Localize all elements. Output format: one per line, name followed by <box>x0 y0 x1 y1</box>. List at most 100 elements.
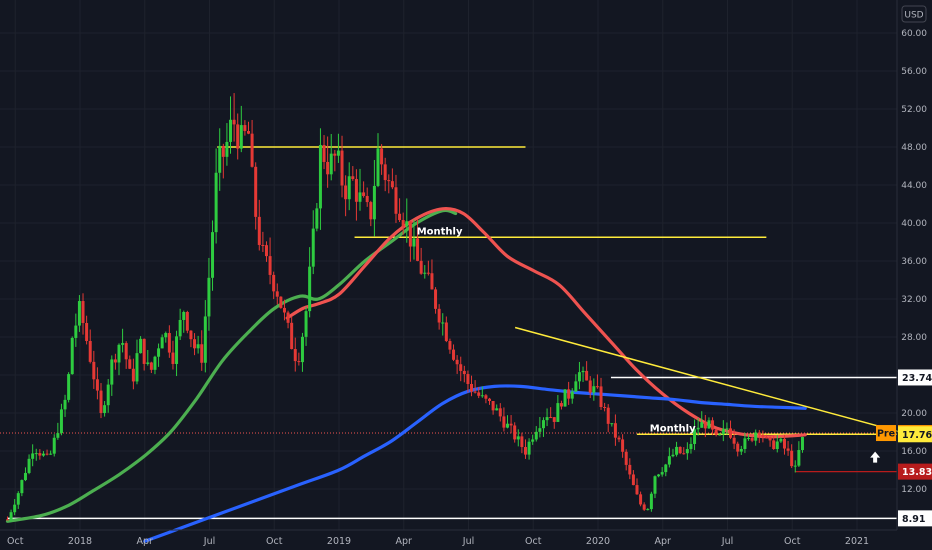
candle-body <box>441 322 445 324</box>
candle-body <box>157 348 161 357</box>
candle-body <box>649 493 653 510</box>
currency-button[interactable]: USD <box>901 5 927 23</box>
price-tag-label: Pre <box>877 429 895 440</box>
candle-body <box>77 301 81 326</box>
candle-body <box>387 180 391 182</box>
candle-body <box>236 124 240 149</box>
candle-body <box>282 307 286 313</box>
candle-body <box>585 370 589 381</box>
candle-body <box>437 308 441 323</box>
candle-body <box>610 423 614 425</box>
candle-body <box>246 131 250 134</box>
candle-body <box>750 438 754 441</box>
candle-body <box>491 400 495 411</box>
candle-body <box>146 362 150 364</box>
price-tag-bg <box>898 463 932 480</box>
candle-body <box>452 349 456 360</box>
x-tick-label: 2018 <box>68 536 92 547</box>
candle-body <box>664 464 668 473</box>
horizontal-levels <box>0 146 897 520</box>
candle-body <box>603 407 607 409</box>
candle-body <box>74 325 78 338</box>
candle-body <box>308 266 312 312</box>
candle-body <box>621 439 625 452</box>
candle-body <box>164 333 168 338</box>
candle-body <box>678 446 682 454</box>
time-axis[interactable]: Oct 2018 Apr Jul Oct 2019 Apr Jul Oct 2020 Apr Jul O… <box>0 529 897 547</box>
price-tag-bg <box>898 510 932 527</box>
candle-body <box>739 448 743 452</box>
candle-body <box>556 403 560 422</box>
candle-body <box>531 439 535 442</box>
level-label: Monthly <box>650 423 696 434</box>
candle-body <box>624 451 628 465</box>
candle-body <box>577 372 581 382</box>
candle-body <box>631 474 635 486</box>
y-tick-label: 44.00 <box>901 181 927 191</box>
candle-body <box>27 458 31 473</box>
candle-body <box>329 153 333 175</box>
candle-body <box>196 344 200 349</box>
candle-body <box>304 311 308 337</box>
candle-body <box>671 454 675 457</box>
candle-body <box>279 296 283 308</box>
y-tick-label: 48.00 <box>901 143 927 153</box>
candlesticks <box>5 93 804 522</box>
candle-body <box>721 428 725 435</box>
candle-body <box>41 453 45 456</box>
candle-body <box>56 433 60 438</box>
candle-body <box>203 316 207 363</box>
candle-body <box>229 119 233 142</box>
candle-body <box>772 440 776 450</box>
candle-body <box>351 176 355 180</box>
candle-body <box>707 420 711 429</box>
candle-body <box>459 364 463 371</box>
candle-body <box>549 417 553 419</box>
level-label: Monthly <box>417 226 463 237</box>
candle-body <box>444 322 448 342</box>
currency-label: USD <box>904 11 923 21</box>
candle-body <box>218 145 222 173</box>
candle-body <box>434 289 438 309</box>
candle-body <box>764 436 768 438</box>
candle-body <box>135 353 139 382</box>
candle-body <box>790 450 794 467</box>
price-axis[interactable]: 12.0016.0020.0024.0028.0032.0036.0040.00… <box>896 0 927 530</box>
candle-body <box>747 438 751 440</box>
x-tick-label: Oct <box>784 536 801 547</box>
candle-body <box>786 448 790 451</box>
candle-body <box>185 312 189 331</box>
candle-body <box>761 434 765 437</box>
candle-body <box>430 273 434 290</box>
candle-body <box>207 277 211 317</box>
candle-body <box>606 407 610 424</box>
candle-body <box>505 423 509 428</box>
candle-body <box>85 322 89 341</box>
candle-body <box>221 145 225 157</box>
candle-body <box>574 381 578 392</box>
candle-body <box>599 386 603 408</box>
candle-body <box>326 161 330 175</box>
candle-body <box>714 429 718 435</box>
candle-body <box>646 509 650 511</box>
candle-body <box>423 272 427 274</box>
candle-body <box>354 179 358 202</box>
candle-body <box>398 213 402 221</box>
candle-body <box>685 449 689 454</box>
candle-body <box>239 125 243 149</box>
candle-body <box>49 453 53 455</box>
annotations: Monthly Monthly <box>417 226 881 463</box>
candle-body <box>782 438 786 449</box>
candle-body <box>523 447 527 455</box>
candle-body <box>160 337 164 349</box>
y-tick-label: 20.00 <box>901 409 927 419</box>
x-tick-label: Jul <box>462 536 474 547</box>
candle-body <box>689 443 693 450</box>
x-tick-label: 2020 <box>586 536 610 547</box>
y-tick-label: 40.00 <box>901 219 927 229</box>
candle-body <box>149 362 153 370</box>
candle-body <box>513 425 517 440</box>
